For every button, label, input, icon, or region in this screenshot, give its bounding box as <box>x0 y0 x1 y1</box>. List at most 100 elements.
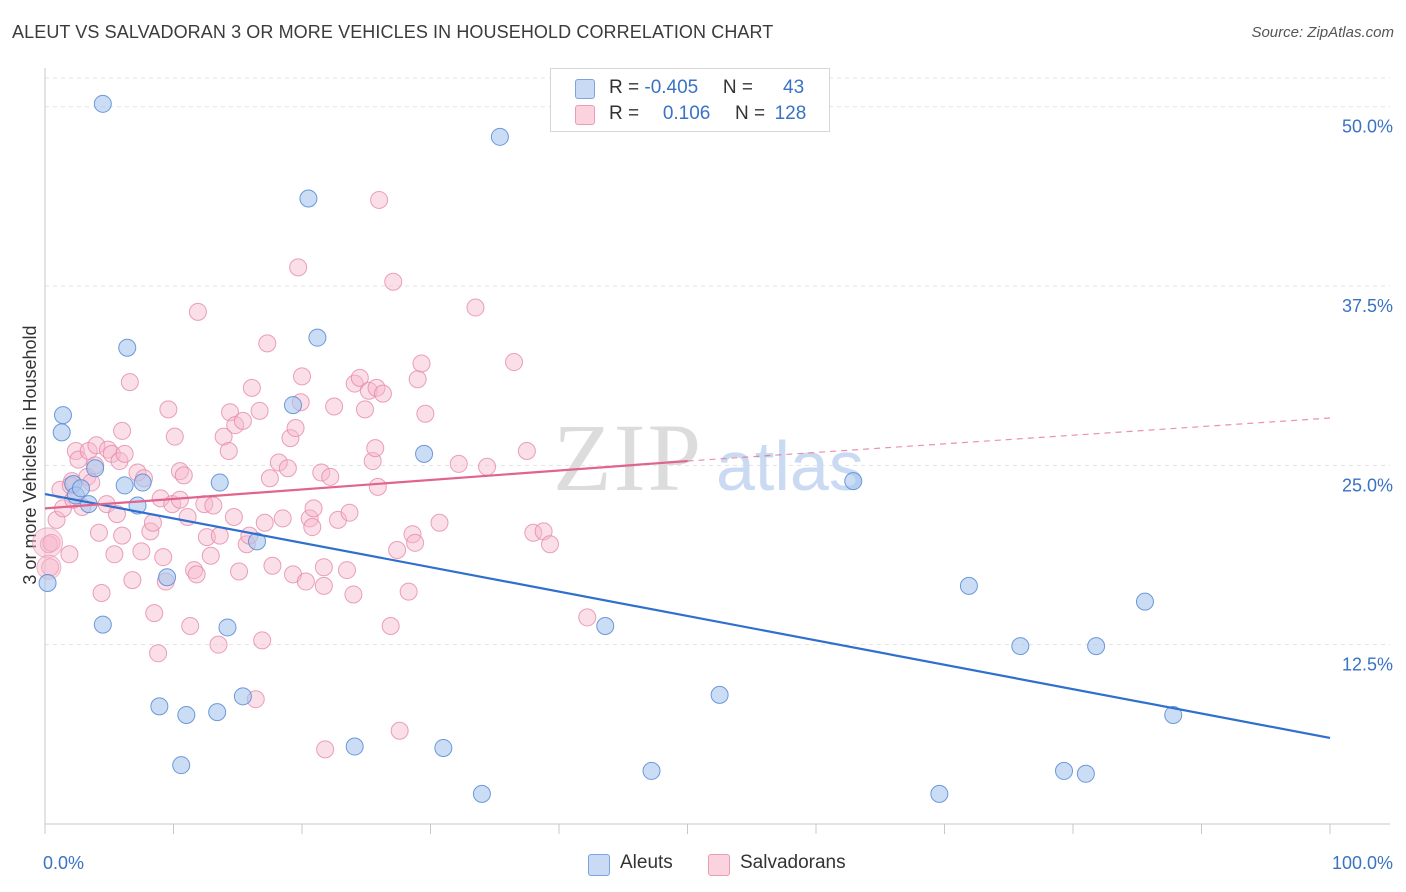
salvadoran-point <box>449 454 468 473</box>
salvadoran-point <box>214 427 233 446</box>
aleut-point <box>93 615 112 634</box>
salvadoran-point <box>406 533 425 552</box>
aleut-point <box>1135 592 1154 611</box>
salvadoran-point <box>187 565 206 584</box>
aleut-point <box>52 423 71 442</box>
aleut-point <box>218 618 237 637</box>
salvadoran-point <box>145 604 164 623</box>
salvadoran-point <box>89 523 108 542</box>
salvadoran-point <box>165 427 184 446</box>
salvadoran-point <box>224 507 243 526</box>
aleut-point <box>308 328 327 347</box>
legend-n-label: N = <box>734 103 771 124</box>
salvadoran-point <box>430 513 449 532</box>
salvadoran-point <box>390 721 409 740</box>
salvadoran-point <box>478 457 497 476</box>
aleut-point <box>596 617 615 636</box>
aleut-point <box>345 737 364 756</box>
salvadoran-point <box>355 400 374 419</box>
trend-lines <box>44 417 1331 740</box>
aleut-trend-line <box>44 492 1331 740</box>
salvadoran-point <box>337 561 356 580</box>
salvadoran-point <box>113 526 132 545</box>
salvadoran-point <box>132 542 151 561</box>
aleut-point <box>38 573 57 592</box>
aleut-point <box>53 406 72 425</box>
salvadoran-point <box>102 444 121 463</box>
salvadoran-point <box>154 548 173 567</box>
aleut-point <box>233 687 252 706</box>
salvadoran-point <box>233 411 252 430</box>
y-tick-label: 37.5% <box>1342 296 1393 316</box>
salvadoran-point <box>312 463 331 482</box>
aleut-point <box>158 568 177 587</box>
aleut-point <box>1076 764 1095 783</box>
aleut-points <box>38 94 1183 803</box>
aleut-point <box>1164 705 1183 724</box>
aleut-point <box>172 756 191 775</box>
salvadoran-point <box>174 466 193 485</box>
watermark-zip: ZIP <box>553 404 703 511</box>
x-tick-label: 0.0% <box>43 853 84 873</box>
aleut-point <box>959 576 978 595</box>
salvadoran-point <box>260 469 279 488</box>
salvadoran-point <box>314 558 333 577</box>
bottom-legend-swatch-salvadorans <box>708 854 730 876</box>
y-axis-label: 3 or more Vehicles in Household <box>20 325 40 584</box>
salvadoran-point-cluster <box>32 527 64 559</box>
bottom-legend-label-salvadorans: Salvadorans <box>740 852 846 873</box>
aleut-point <box>1011 637 1030 656</box>
salvadoran-point <box>416 404 435 423</box>
y-tick-label: 50.0% <box>1342 117 1393 137</box>
salvadoran-point <box>255 513 274 532</box>
legend-n-value: 43 <box>783 77 805 98</box>
y-axis-label-group: 3 or more Vehicles in Household <box>20 325 40 584</box>
salvadoran-point <box>303 518 322 537</box>
salvadoran-point <box>517 442 536 460</box>
watermark: ZIP atlas <box>553 404 864 511</box>
salvadoran-trend-line <box>44 459 688 510</box>
y-tick-label: 25.0% <box>1342 475 1393 495</box>
salvadoran-point <box>399 582 418 601</box>
salvadoran-point <box>578 608 597 627</box>
salvadoran-point <box>250 401 269 420</box>
aleut-point <box>133 473 152 492</box>
aleut-point <box>434 738 453 757</box>
salvadoran-point <box>344 585 363 604</box>
aleut-point <box>472 784 491 803</box>
salvadoran-point <box>505 353 524 372</box>
salvadoran-point <box>286 419 305 438</box>
legend-swatch-salvadorans <box>575 105 595 125</box>
aleut-point <box>642 761 661 780</box>
salvadoran-point <box>366 439 385 458</box>
chart-title: ALEUT VS SALVADORAN 3 OR MORE VEHICLES I… <box>12 22 774 42</box>
aleut-point <box>71 479 90 498</box>
salvadoran-point <box>384 272 403 291</box>
aleut-point <box>248 532 267 551</box>
salvadoran-point <box>269 453 288 472</box>
aleut-point <box>208 703 227 722</box>
aleut-point <box>177 705 196 724</box>
salvadoran-point <box>159 400 178 419</box>
aleut-point <box>86 459 105 478</box>
legend-r-label: R = <box>609 103 645 124</box>
salvadoran-point <box>373 384 392 403</box>
salvadoran-point <box>60 545 79 564</box>
salvadoran-point <box>230 562 249 581</box>
salvadoran-point <box>123 571 142 590</box>
aleut-point <box>1087 637 1106 656</box>
salvadoran-point <box>408 370 427 389</box>
salvadoran-point <box>289 258 308 277</box>
y-tick-label: 12.5% <box>1342 655 1393 675</box>
salvadoran-point <box>42 533 61 552</box>
aleut-point <box>710 685 729 704</box>
salvadoran-point <box>107 505 126 524</box>
axes <box>44 68 1390 834</box>
salvadoran-point <box>304 499 323 518</box>
legend-n-label: N = <box>722 77 759 98</box>
salvadoran-point <box>87 436 106 455</box>
salvadoran-point <box>149 644 168 663</box>
salvadoran-point <box>47 510 66 529</box>
salvadoran-point <box>105 545 124 564</box>
salvadoran-point <box>219 442 238 460</box>
